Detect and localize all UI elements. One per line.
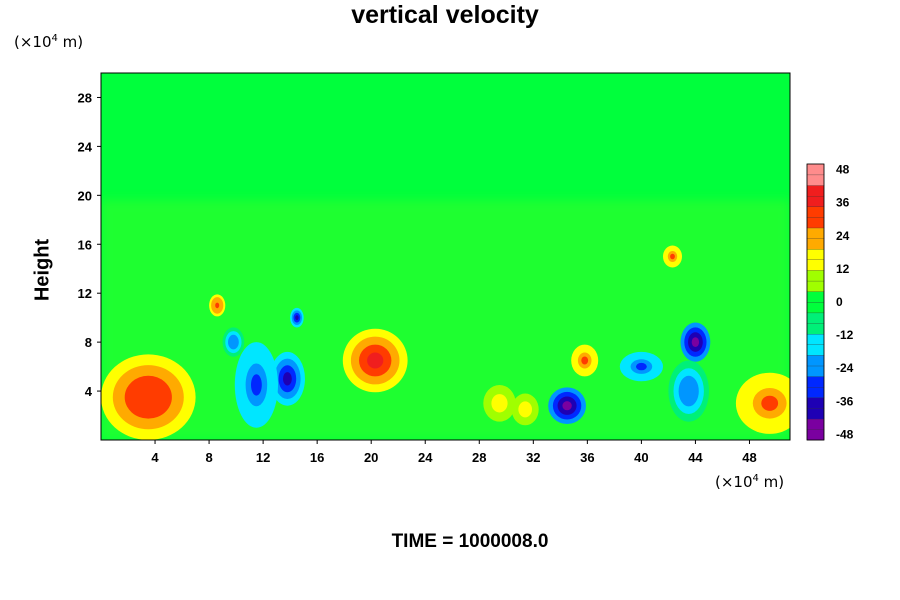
x-tick-label: 32	[526, 450, 540, 465]
colorbar-bin	[806, 386, 825, 398]
y-tick-label: 20	[78, 188, 92, 203]
contour-level	[495, 398, 504, 408]
contour-level	[521, 405, 529, 414]
contour-feature	[511, 393, 539, 426]
x-tick-label: 16	[310, 450, 324, 465]
y-tick-label: 24	[78, 139, 93, 154]
colorbar-bin	[806, 227, 825, 239]
contour-feature	[101, 354, 196, 440]
x-tick-label: 4	[151, 450, 159, 465]
x-tick-label: 48	[742, 450, 756, 465]
colorbar-bin	[806, 185, 825, 197]
contour-level	[251, 374, 262, 396]
colorbar-tick-label: -36	[836, 394, 854, 408]
colorbar-tick-label: 24	[836, 229, 850, 243]
contour-level	[761, 395, 779, 411]
colorbar-bin	[806, 280, 825, 292]
colorbar-bin	[806, 429, 825, 441]
x-tick-label: 20	[364, 450, 378, 465]
x-axis-ticks: 4 8 12 16 20 24 28 32 36 40 44 48	[151, 440, 757, 465]
colorbar-bin	[806, 418, 825, 430]
contour-feature	[483, 385, 516, 422]
colorbar-ticks: 48 36 24 12 0 -12 -24 -36 -48	[836, 163, 854, 442]
contour-feature	[619, 351, 664, 382]
y-axis-ticks: 4 8 12 16 20 24 28	[78, 90, 101, 399]
colorbar-bin	[806, 259, 825, 271]
colorbar-bin	[806, 174, 825, 186]
contour-feature	[269, 351, 305, 406]
colorbar-bin	[806, 206, 825, 218]
contour-level	[136, 386, 161, 408]
x-tick-label: 8	[205, 450, 212, 465]
contour-level	[230, 338, 237, 346]
contour-level	[215, 302, 220, 309]
colorbar-bin	[806, 312, 825, 324]
contour-feature	[290, 307, 304, 328]
contour-level	[581, 356, 589, 365]
contour-feature	[663, 245, 682, 268]
contour-feature	[668, 360, 709, 422]
colorbar-bin	[806, 216, 825, 229]
y-tick-label: 12	[78, 286, 92, 301]
colorbar-bin	[806, 344, 825, 356]
colorbar-tick-label: 48	[836, 163, 850, 177]
colorbar-bin	[806, 354, 825, 367]
contour-feature	[735, 372, 790, 434]
contour-level	[636, 362, 647, 371]
contour-level	[295, 315, 299, 321]
colorbar-bin	[806, 163, 825, 176]
contour-feature	[680, 322, 711, 362]
contour-level	[562, 401, 572, 411]
colorbar-frame	[806, 163, 825, 441]
colorbar-bin	[806, 333, 825, 345]
colorbar	[806, 163, 825, 441]
y-tick-label: 4	[85, 384, 93, 399]
x-tick-label: 44	[688, 450, 703, 465]
colorbar-bin	[806, 376, 825, 388]
y-tick-label: 8	[85, 335, 92, 350]
colorbar-bin	[806, 407, 825, 420]
contour-feature	[548, 387, 586, 425]
colorbar-bin	[806, 269, 825, 282]
contour-feature	[209, 294, 226, 317]
y-tick-label: 16	[78, 237, 92, 252]
contour-level	[283, 372, 292, 386]
x-axis-unit: (×104 m)	[715, 473, 785, 491]
colorbar-tick-label: 0	[836, 295, 843, 309]
colorbar-bin	[806, 397, 825, 409]
contour-field	[101, 245, 790, 440]
x-tick-label: 36	[580, 450, 594, 465]
contour-level	[683, 383, 694, 399]
colorbar-tick-label: 12	[836, 262, 850, 276]
colorbar-tick-label: -24	[836, 361, 854, 375]
contour-level	[367, 352, 384, 369]
colorbar-bin	[806, 301, 825, 314]
x-tick-label: 12	[256, 450, 270, 465]
chart-title: vertical velocity	[351, 1, 539, 29]
x-tick-label: 24	[418, 450, 433, 465]
plot-frame	[100, 72, 791, 441]
colorbar-bin	[806, 365, 825, 377]
x-tick-label: 28	[472, 450, 486, 465]
y-tick-label: 28	[78, 90, 92, 105]
colorbar-bin	[806, 238, 825, 250]
colorbar-tick-label: -12	[836, 328, 854, 342]
contour-feature	[222, 327, 245, 357]
contour-level	[670, 253, 675, 260]
contour-feature	[342, 328, 408, 393]
contour-feature	[571, 344, 599, 377]
y-axis-unit: (×104 m)	[14, 33, 84, 51]
colorbar-bin	[806, 323, 825, 335]
colorbar-bin	[806, 195, 825, 207]
x-tick-label: 40	[634, 450, 648, 465]
colorbar-bin	[806, 248, 825, 260]
contour-feature	[234, 342, 278, 428]
colorbar-tick-label: 36	[836, 196, 850, 210]
time-label: TIME = 1000008.0	[391, 531, 549, 552]
colorbar-tick-label: -48	[836, 427, 854, 441]
colorbar-bin	[806, 291, 825, 303]
contour-level	[691, 337, 700, 347]
